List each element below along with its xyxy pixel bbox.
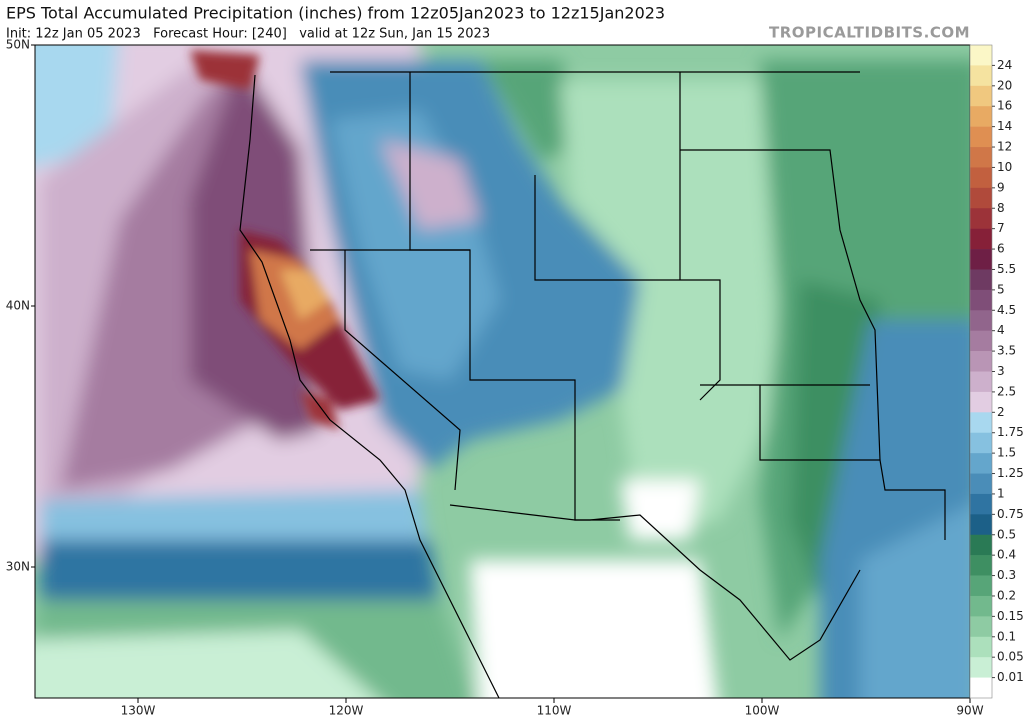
colorbar-segment — [970, 351, 992, 372]
lon-label: 90W — [956, 704, 983, 718]
colorbar-segment — [970, 208, 992, 229]
colorbar-segment — [970, 432, 992, 454]
colorbar-label: 2.5 — [997, 384, 1016, 398]
colorbar-segment — [970, 493, 992, 515]
colorbar-segment — [970, 330, 992, 352]
colorbar-segment — [970, 391, 992, 413]
colorbar-label: 20 — [997, 78, 1012, 92]
colorbar-segment — [970, 677, 992, 699]
colorbar-label: 0.1 — [997, 629, 1016, 643]
colorbar-label: 0.75 — [997, 507, 1024, 521]
colorbar-label: 1.5 — [997, 446, 1016, 460]
colorbar-label: 7 — [997, 221, 1005, 235]
colorbar-segment — [970, 45, 992, 66]
colorbar-segment — [970, 289, 992, 311]
colorbar-segment — [970, 147, 992, 168]
colorbar-label: 0.15 — [997, 609, 1024, 623]
colorbar-label: 3 — [997, 364, 1005, 378]
colorbar-segment — [970, 167, 992, 189]
colorbar-segment — [970, 228, 992, 250]
colorbar-segment — [970, 575, 992, 597]
colorbar-label: 0.3 — [997, 568, 1016, 582]
lon-label: 130W — [121, 704, 156, 718]
colorbar-label: 6 — [997, 242, 1005, 256]
colorbar-segment — [970, 616, 992, 638]
colorbar-label: 4.5 — [997, 303, 1016, 317]
lon-label: 120W — [329, 704, 364, 718]
colorbar-label: 9 — [997, 180, 1005, 194]
colorbar-segment — [970, 555, 992, 576]
colorbar-label: 1.75 — [997, 425, 1024, 439]
watermark: TROPICALTIDBITS.COM — [769, 24, 970, 42]
lat-label: 50N — [6, 38, 30, 52]
colorbar-label: 5 — [997, 282, 1005, 296]
colorbar-label: 2 — [997, 405, 1005, 419]
colorbar-label: 16 — [997, 99, 1012, 113]
colorbar-label: 1 — [997, 486, 1005, 500]
lon-label: 110W — [537, 704, 572, 718]
lon-label: 100W — [745, 704, 780, 718]
colorbar-segment — [970, 412, 992, 434]
map — [35, 45, 970, 698]
colorbar-segment — [970, 636, 992, 658]
colorbar-segment — [970, 249, 992, 270]
lat-label: 30N — [6, 560, 30, 574]
colorbar-segment — [970, 106, 992, 127]
colorbar-label: 24 — [997, 58, 1012, 72]
colorbar-label: 0.05 — [997, 650, 1024, 664]
colorbar-label: 10 — [997, 160, 1012, 174]
subtitle: Init: 12z Jan 05 2023 Forecast Hour: [24… — [6, 27, 490, 42]
colorbar-label: 8 — [997, 201, 1005, 215]
colorbar-label: 4 — [997, 323, 1005, 337]
colorbar-segment — [970, 657, 992, 678]
colorbar-segment — [970, 473, 992, 495]
colorbar-label: 12 — [997, 140, 1012, 154]
colorbar-label: 0.01 — [997, 670, 1024, 684]
colorbar-label: 0.5 — [997, 527, 1016, 541]
colorbar-label: 14 — [997, 119, 1012, 133]
colorbar-segment — [970, 534, 992, 556]
colorbar-label: 0.2 — [997, 588, 1016, 602]
colorbar-segment — [970, 85, 992, 107]
lat-label: 40N — [6, 299, 30, 313]
colorbar-segment — [970, 371, 992, 393]
colorbar-label: 3.5 — [997, 344, 1016, 358]
colorbar-label: 5.5 — [997, 262, 1016, 276]
colorbar-segment — [970, 187, 992, 209]
colorbar-segment — [970, 595, 992, 617]
colorbar-segment — [970, 126, 992, 148]
colorbar-segment — [970, 310, 992, 331]
colorbar-label: 1.25 — [997, 466, 1024, 480]
colorbar-segment — [970, 453, 992, 474]
colorbar-label: 0.4 — [997, 548, 1016, 562]
colorbar-segment — [970, 269, 992, 291]
colorbar-segment — [970, 514, 992, 536]
colorbar-segment — [970, 65, 992, 87]
title: EPS Total Accumulated Precipitation (inc… — [6, 4, 665, 23]
